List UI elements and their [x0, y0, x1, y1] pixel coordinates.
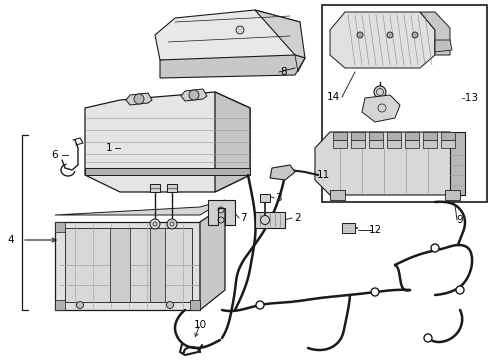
Polygon shape — [386, 140, 400, 148]
Polygon shape — [434, 40, 451, 52]
Polygon shape — [55, 300, 65, 310]
Text: 11: 11 — [316, 170, 329, 180]
Polygon shape — [200, 205, 224, 310]
Polygon shape — [350, 140, 364, 148]
Polygon shape — [150, 228, 164, 302]
Text: 9: 9 — [456, 215, 462, 225]
Text: 7: 7 — [239, 213, 246, 223]
Circle shape — [373, 86, 385, 98]
Circle shape — [236, 26, 244, 34]
Text: 5: 5 — [160, 230, 166, 240]
Polygon shape — [419, 12, 449, 55]
Circle shape — [260, 216, 269, 225]
Polygon shape — [110, 228, 130, 302]
Circle shape — [150, 219, 160, 229]
Text: 8: 8 — [280, 67, 287, 77]
Text: 12: 12 — [367, 225, 381, 235]
Polygon shape — [85, 168, 249, 175]
Circle shape — [370, 288, 378, 296]
Polygon shape — [126, 93, 152, 105]
Polygon shape — [422, 140, 436, 148]
Polygon shape — [332, 140, 346, 148]
Polygon shape — [350, 132, 364, 140]
Polygon shape — [269, 165, 294, 180]
Text: 10: 10 — [193, 320, 206, 330]
Polygon shape — [167, 184, 177, 192]
Polygon shape — [329, 12, 434, 68]
Polygon shape — [215, 92, 249, 192]
Polygon shape — [444, 190, 459, 200]
Polygon shape — [160, 55, 305, 78]
Bar — [321, 5, 486, 202]
Polygon shape — [332, 132, 346, 140]
Polygon shape — [341, 223, 354, 233]
Circle shape — [356, 32, 362, 38]
Polygon shape — [314, 132, 464, 195]
Text: 4: 4 — [8, 235, 14, 245]
Circle shape — [167, 219, 177, 229]
Polygon shape — [155, 10, 299, 68]
Polygon shape — [404, 140, 418, 148]
Text: 6: 6 — [52, 150, 58, 160]
Polygon shape — [207, 200, 235, 225]
Circle shape — [455, 286, 463, 294]
Circle shape — [430, 244, 438, 252]
Text: 14: 14 — [325, 92, 339, 102]
Polygon shape — [329, 190, 345, 200]
Text: 1: 1 — [105, 143, 112, 153]
Polygon shape — [190, 300, 200, 310]
Polygon shape — [440, 140, 454, 148]
Polygon shape — [368, 140, 382, 148]
Circle shape — [423, 334, 431, 342]
Polygon shape — [181, 89, 206, 101]
Text: 2: 2 — [294, 213, 301, 223]
Circle shape — [76, 302, 83, 309]
Polygon shape — [150, 184, 160, 192]
Polygon shape — [449, 132, 464, 195]
Polygon shape — [55, 200, 224, 215]
Text: -13: -13 — [460, 93, 477, 103]
Polygon shape — [368, 132, 382, 140]
Circle shape — [166, 302, 173, 309]
Polygon shape — [260, 194, 269, 202]
Polygon shape — [55, 222, 65, 232]
Circle shape — [134, 94, 143, 104]
Polygon shape — [404, 132, 418, 140]
Polygon shape — [55, 222, 200, 310]
Polygon shape — [361, 95, 399, 122]
Circle shape — [256, 301, 264, 309]
Polygon shape — [254, 10, 305, 58]
Polygon shape — [85, 92, 249, 192]
Circle shape — [386, 32, 392, 38]
Polygon shape — [386, 132, 400, 140]
Text: 3: 3 — [274, 193, 281, 203]
Polygon shape — [440, 132, 454, 140]
Polygon shape — [65, 228, 192, 302]
Polygon shape — [254, 212, 285, 228]
Polygon shape — [422, 132, 436, 140]
Circle shape — [411, 32, 417, 38]
Circle shape — [189, 90, 199, 100]
